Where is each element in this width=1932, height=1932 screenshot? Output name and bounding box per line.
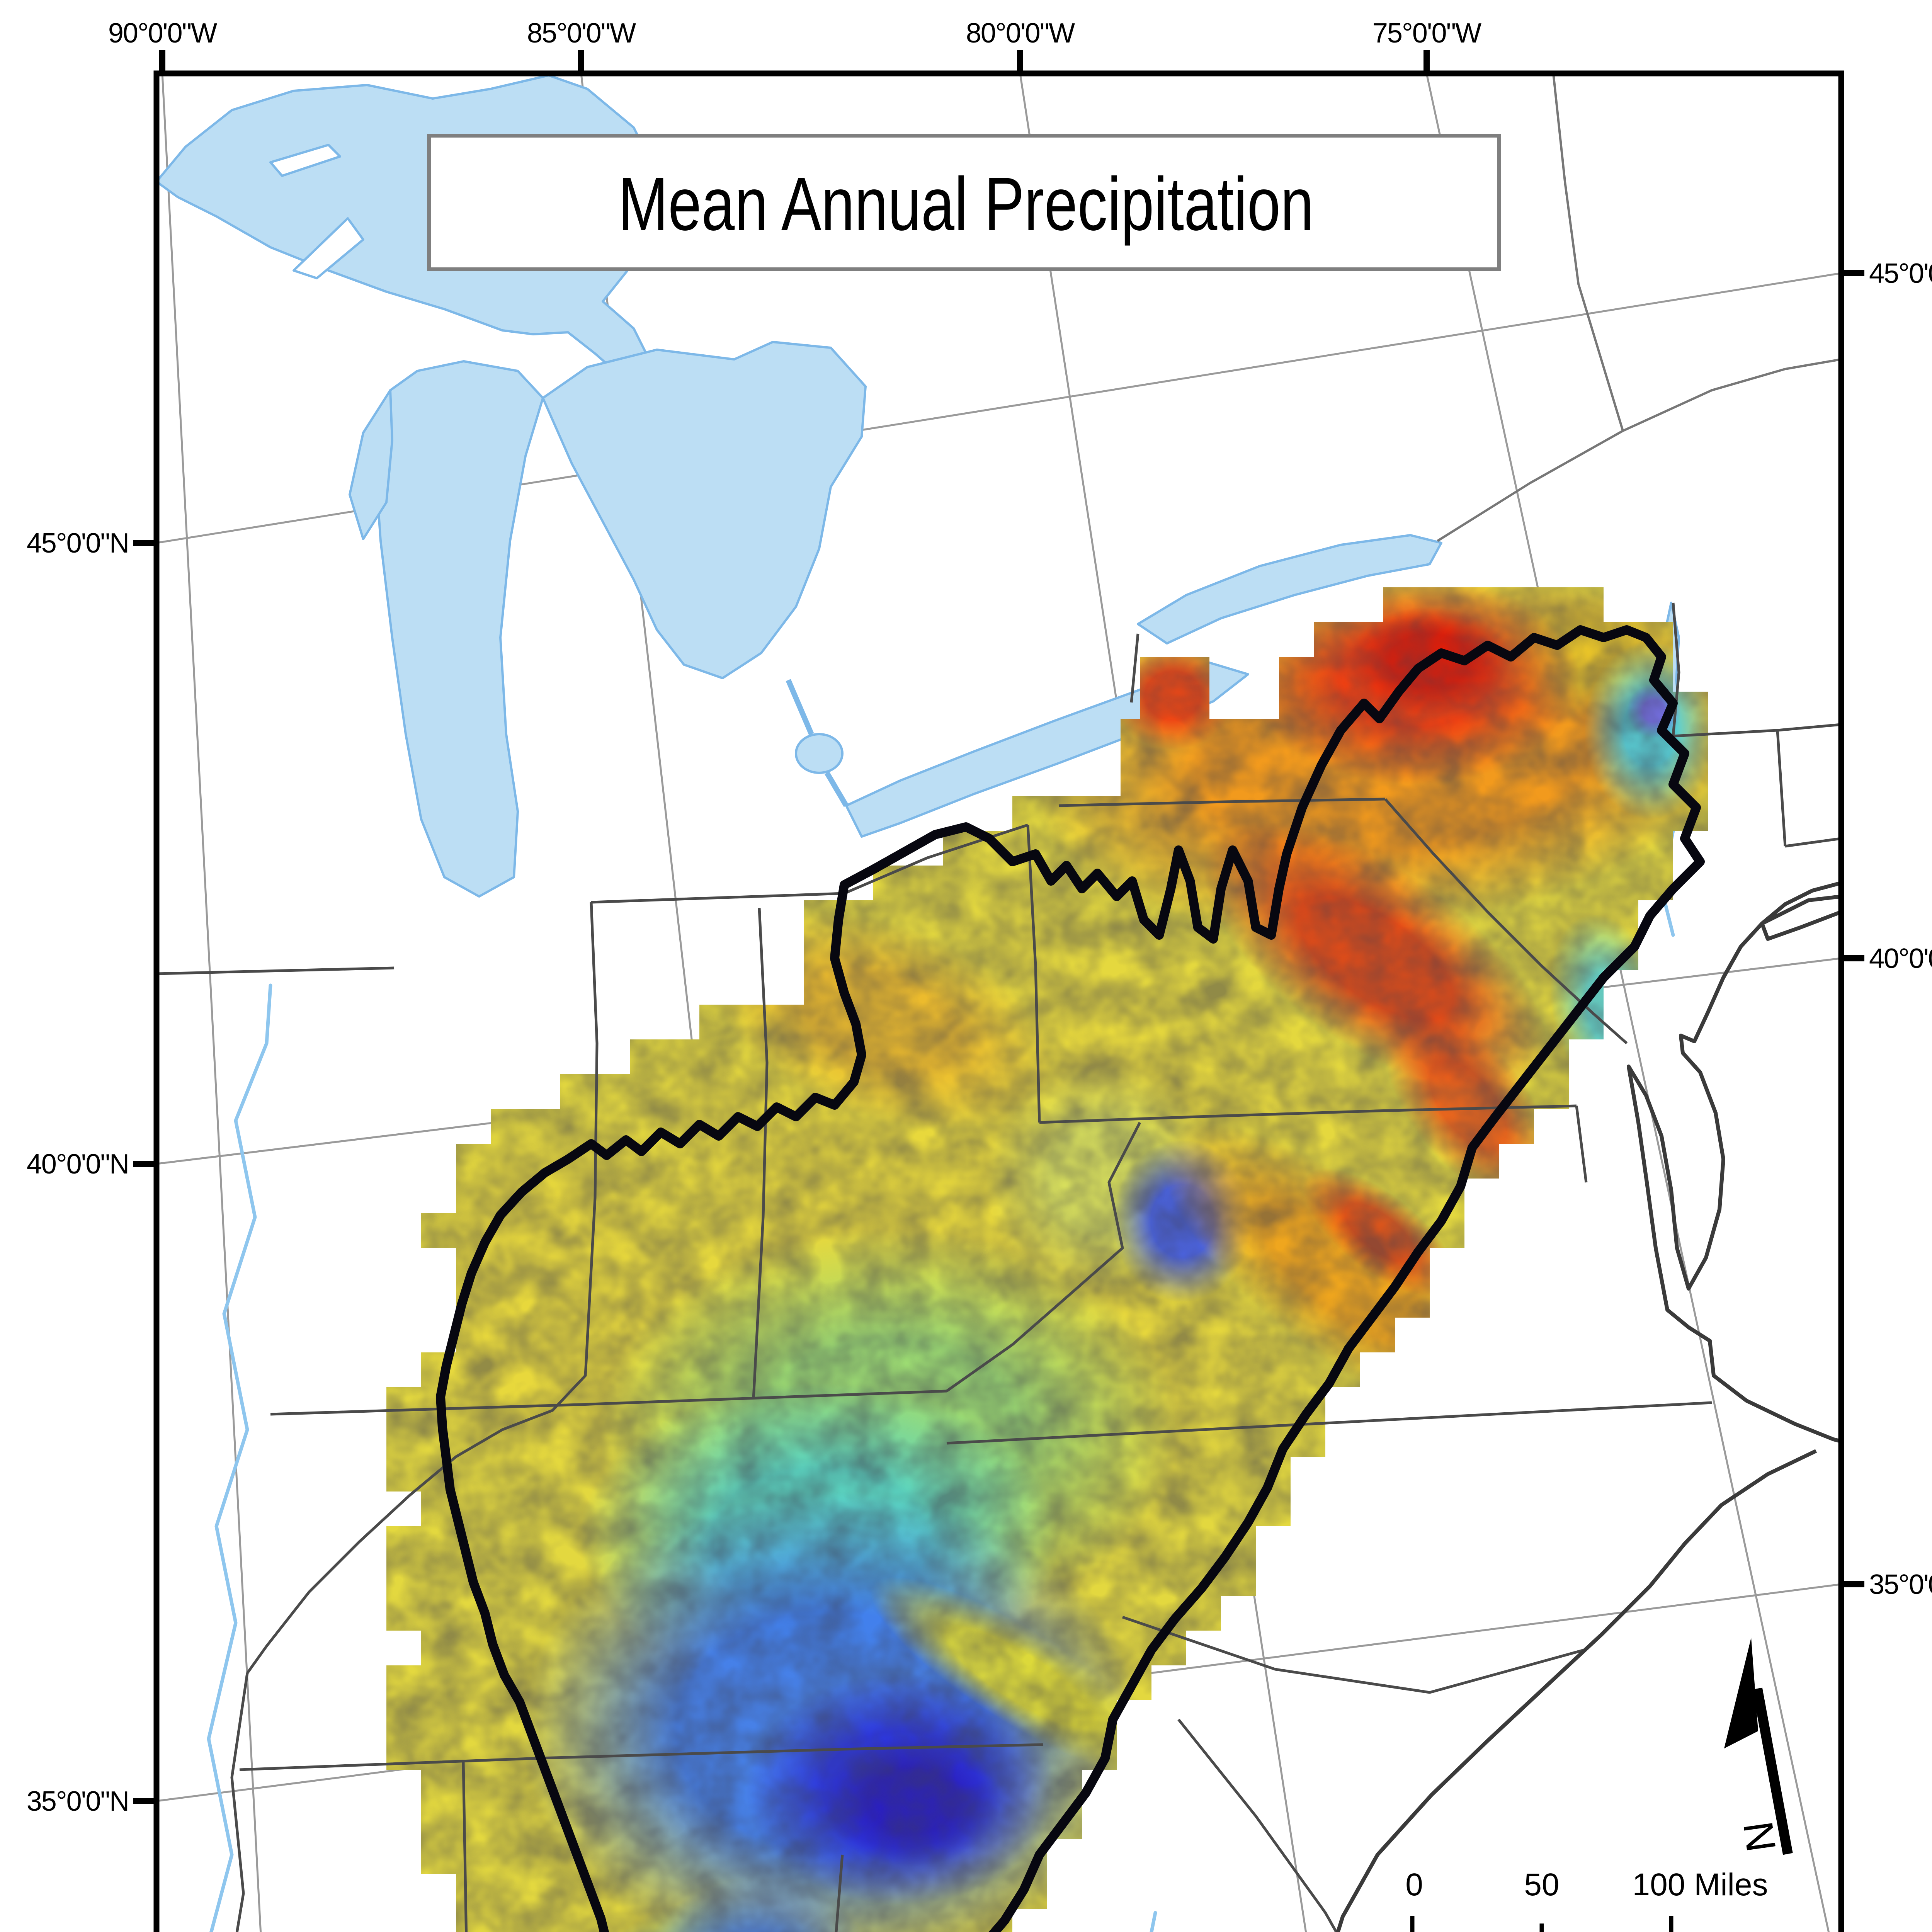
- north-arrow-shaft: [1752, 1687, 1793, 1855]
- savannah-river: [1150, 1911, 1157, 1932]
- lake-huron: [542, 341, 867, 679]
- title-box-border: [427, 134, 1501, 271]
- map-title: Mean Annual Precipitation: [618, 162, 1314, 246]
- appalachian-region-outline: [436, 625, 1705, 1932]
- state-boundaries: [156, 602, 1841, 1932]
- left-label-45n: 45°0'0"N: [27, 528, 129, 559]
- atlantic-gulf-coastline: [1336, 881, 1841, 1932]
- top-label-75w: 75°0'0"W: [1372, 18, 1481, 49]
- top-label-90w: 90°0'0"W: [108, 18, 217, 49]
- map-frame-area: [156, 73, 1841, 1932]
- scale-bar-bracket: [1410, 1916, 1673, 1932]
- keweenaw-peninsula: [293, 217, 364, 279]
- lake-st-clair: [795, 733, 844, 774]
- left-label-35n: 35°0'0"N: [27, 1786, 129, 1817]
- top-label-80w: 80°0'0"W: [966, 18, 1075, 49]
- right-label-45n: 45°0'0"N: [1869, 258, 1932, 289]
- mississippi-river: [207, 983, 272, 1932]
- top-label-85w: 85°0'0"W: [527, 18, 636, 49]
- isle-royale: [269, 144, 341, 177]
- detroit-river: [786, 679, 849, 807]
- scale-bar: 0 50 100 Miles: [1405, 1867, 1768, 1932]
- green-bay: [349, 389, 393, 540]
- scale-label-0: 0: [1405, 1867, 1423, 1902]
- title-box: Mean Annual Precipitation: [427, 134, 1501, 271]
- scale-label-50: 50: [1524, 1867, 1559, 1902]
- north-arrow-label: N: [1735, 1818, 1785, 1855]
- graticule-ticks: [133, 50, 1864, 1804]
- right-label-35n: 35°0'0"N: [1869, 1569, 1932, 1600]
- atlantic-coast: [1627, 881, 1841, 1443]
- lake-michigan: [374, 360, 544, 898]
- meridian-75w: [1425, 73, 1830, 1932]
- north-arrow: N: [1724, 1638, 1793, 1855]
- scale-label-100-miles: 100 Miles: [1633, 1867, 1768, 1902]
- coordinate-labels: 90°0'0"W 85°0'0"W 80°0'0"W 75°0'0"W 90°0…: [27, 18, 1932, 1817]
- long-island: [1760, 895, 1841, 941]
- great-lakes: [156, 74, 1682, 898]
- map-neatline-frame: [153, 70, 1844, 1932]
- left-label-40n: 40°0'0"N: [27, 1149, 129, 1180]
- canada-border-lines: [1437, 73, 1841, 542]
- lake-ontario: [1137, 534, 1442, 645]
- north-arrow-head: [1724, 1638, 1758, 1748]
- southeast-coast: [1336, 1449, 1817, 1932]
- meridian-90w: [161, 73, 262, 1932]
- right-label-40n: 40°0'0"N: [1869, 943, 1932, 974]
